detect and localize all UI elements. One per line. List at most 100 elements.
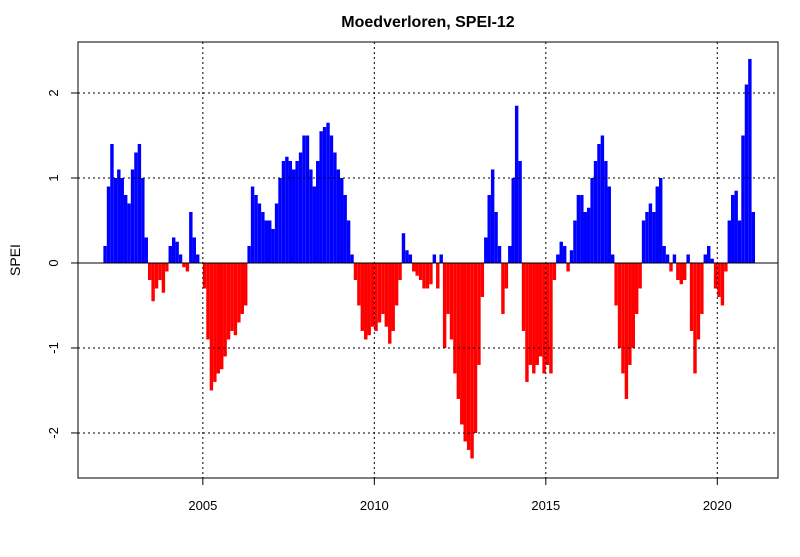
bar [377,262,382,323]
bar [463,262,467,442]
bar [374,262,378,331]
bar [556,254,560,263]
bar [130,169,135,263]
bar [466,262,471,450]
bar [206,262,210,340]
bar [144,237,148,263]
bar [412,262,416,272]
chart-title: Moedverloren, SPEI-12 [341,14,514,31]
bar [165,262,169,272]
bar [655,186,659,263]
x-tick-label: 2020 [703,498,732,513]
bar [511,177,515,263]
bar [408,254,413,263]
bar [175,241,179,263]
bar [281,160,286,263]
bar [367,262,371,336]
bar [425,262,430,289]
bar [360,262,365,331]
bar [508,245,512,263]
bar [731,194,735,263]
bar [480,262,485,297]
bar [449,262,454,340]
bar [597,143,601,263]
bar [504,262,509,289]
bar [542,262,546,374]
bar [285,156,289,263]
bar [432,254,437,263]
bar [470,262,474,459]
bar [621,262,625,374]
bar [614,262,618,306]
bar [350,254,354,263]
bar [243,262,248,306]
bar [158,262,162,280]
bar [247,245,251,263]
bar [127,203,131,263]
bar [590,177,594,263]
bar [641,220,646,263]
bar [370,262,375,327]
bar [353,262,358,280]
bar [665,254,670,263]
bar [113,177,118,263]
bar [322,126,327,263]
bar [110,143,114,263]
y-tick-label: -1 [46,342,61,354]
bar [652,211,656,263]
bar [171,237,176,263]
bar [617,262,622,348]
bar [357,262,361,306]
bar [672,254,677,263]
bar [178,254,183,263]
bar [268,220,272,263]
bar [573,220,577,263]
bar [696,262,701,340]
bar [662,245,666,263]
bar [751,211,756,263]
bar [566,262,570,272]
bar [610,254,615,263]
bar [607,186,611,263]
bar [401,233,406,263]
bar [237,262,241,323]
bar [254,194,258,263]
bar [415,262,419,276]
bar [316,160,320,263]
bar [250,186,255,263]
bar [545,262,550,365]
y-tick-label: 0 [46,259,61,266]
bar [473,262,478,433]
bar [309,169,313,263]
bar [532,262,536,374]
bar [189,211,193,263]
bar [230,262,234,331]
bar [494,211,498,263]
bar [676,262,680,280]
bar [497,245,502,263]
bar [518,160,522,263]
bar [514,105,519,263]
bar [484,237,488,263]
bar [535,262,539,365]
bar [271,228,275,263]
bar [737,220,742,263]
bar [717,262,721,297]
bar [288,160,293,263]
bar [329,135,334,263]
bar [391,262,395,331]
bar [312,186,317,263]
bar [381,262,385,314]
bar [364,262,368,340]
bar [137,143,142,263]
bar [453,262,457,374]
bar [604,160,608,263]
bar [552,262,557,280]
bar [233,262,238,336]
bar [744,84,749,263]
bar [487,194,491,263]
bar [213,262,217,382]
bar [192,237,196,263]
bar [298,152,303,263]
bar [202,262,207,289]
